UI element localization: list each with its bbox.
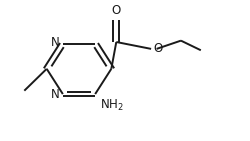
- Text: O: O: [112, 4, 121, 17]
- Text: NH$_2$: NH$_2$: [100, 98, 124, 113]
- Text: N: N: [51, 36, 60, 49]
- Text: N: N: [51, 88, 60, 101]
- Text: O: O: [154, 42, 163, 55]
